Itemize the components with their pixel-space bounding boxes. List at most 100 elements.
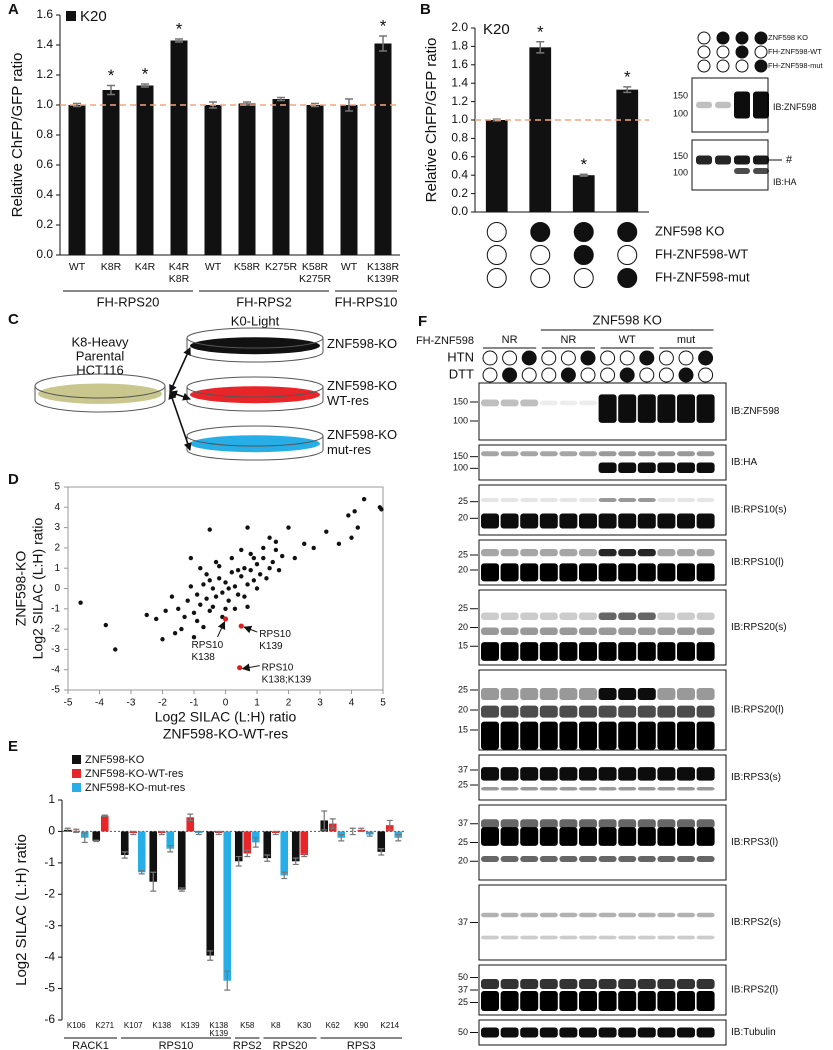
error-bar [252,837,259,848]
point [78,600,83,605]
blot-band [579,819,597,829]
y-tick-label: 0 [48,824,55,838]
blot-band [481,935,499,940]
y-tick-label: -1 [44,855,55,869]
error-bar [272,830,279,836]
blot-band [559,642,578,661]
blot-band [579,767,597,781]
highlight-point [237,665,243,671]
blot-band [500,935,519,940]
blot-band [559,688,578,700]
blot-band [598,705,617,718]
condition-circle [617,222,638,242]
blot-band [481,979,499,989]
blot-band [637,451,656,457]
blot-band [637,979,656,989]
condition-circle [716,31,730,45]
blot-band [637,612,656,620]
blot-band [637,642,656,661]
blot-band [657,513,676,529]
error-bar [386,819,393,831]
arrow [168,391,192,451]
blot-band [539,563,558,582]
x-axis-label: Log2 SILAC (L:H) ratio [155,709,297,725]
target-title: K0-Light [231,313,280,328]
blot-band [559,856,578,862]
highlight-point [238,623,244,629]
blot-band [753,168,769,174]
blot-band [539,688,558,700]
condition-circle [573,245,594,265]
group-label: RPS20 [273,1040,308,1050]
marker-label: 50 [458,972,468,982]
condition-circle [678,367,694,383]
point [207,527,212,532]
blot-band [500,399,519,407]
y-tick-label: 1.6 [451,57,468,71]
blot-band [481,827,499,846]
blot-band [696,513,715,529]
blot-band [715,101,731,109]
error-bar [150,871,157,892]
blot-band [657,935,676,940]
blot-band [481,991,499,1011]
group-label: RACK1 [72,1040,109,1050]
blot-band [481,498,499,502]
blot-band [598,612,617,620]
x-tick-label-line: K62 [326,1021,341,1030]
blot-band [559,705,578,718]
blot-band [520,979,539,989]
blot-band [618,991,637,1011]
marker-label: 150 [453,396,468,406]
blot-band [579,721,597,750]
point [103,622,109,628]
marker-label: 15 [458,641,468,651]
blot-band [677,563,695,582]
blot-band [715,155,731,165]
blot-band [598,935,617,940]
x-tick-label-line: K4R [135,261,156,273]
point [336,541,342,547]
highlight-point [222,616,229,622]
blot-band [500,642,519,661]
blot-band [637,394,656,423]
blot-band [500,912,519,918]
point [217,576,222,581]
blot-band [618,642,637,661]
point [198,566,203,571]
condition-label: FH-ZNF598-mut [655,269,750,284]
blot-band [657,498,676,502]
blot-band [618,563,637,582]
condition-circle [754,31,768,45]
error-bar [329,818,336,829]
y-tick-label: 1.2 [36,67,53,81]
blot-band [579,705,597,718]
blot-band [579,451,597,457]
point [220,590,225,595]
condition-label: FH-ZNF598-mut [768,61,824,70]
blot-band [481,513,499,529]
error-bar [281,871,288,880]
condition-circle [486,245,507,265]
significance-mark: * [580,155,587,174]
x-tick-label-line: WT [69,261,86,273]
blot-band [539,612,558,620]
y-tick-label: 1 [54,563,60,574]
point [169,594,175,599]
y-tick-label: 0.2 [451,186,468,200]
blot-band [657,549,676,557]
y-tick-label: -2 [44,886,55,900]
x-tick-label: WT [341,261,358,273]
highlight-label: RPS10 K138 [192,640,224,663]
bar [100,815,109,832]
blot-band [539,819,558,829]
x-tick-label-line: WT [341,261,358,273]
y-tick-label: 0.8 [451,131,468,145]
point [229,555,234,561]
point [207,578,212,583]
condition-circle [573,268,594,288]
dish-liquid [190,337,320,355]
significance-mark: * [380,16,387,35]
y-tick-label: -5 [44,981,55,995]
panel-letter: C [8,311,19,328]
